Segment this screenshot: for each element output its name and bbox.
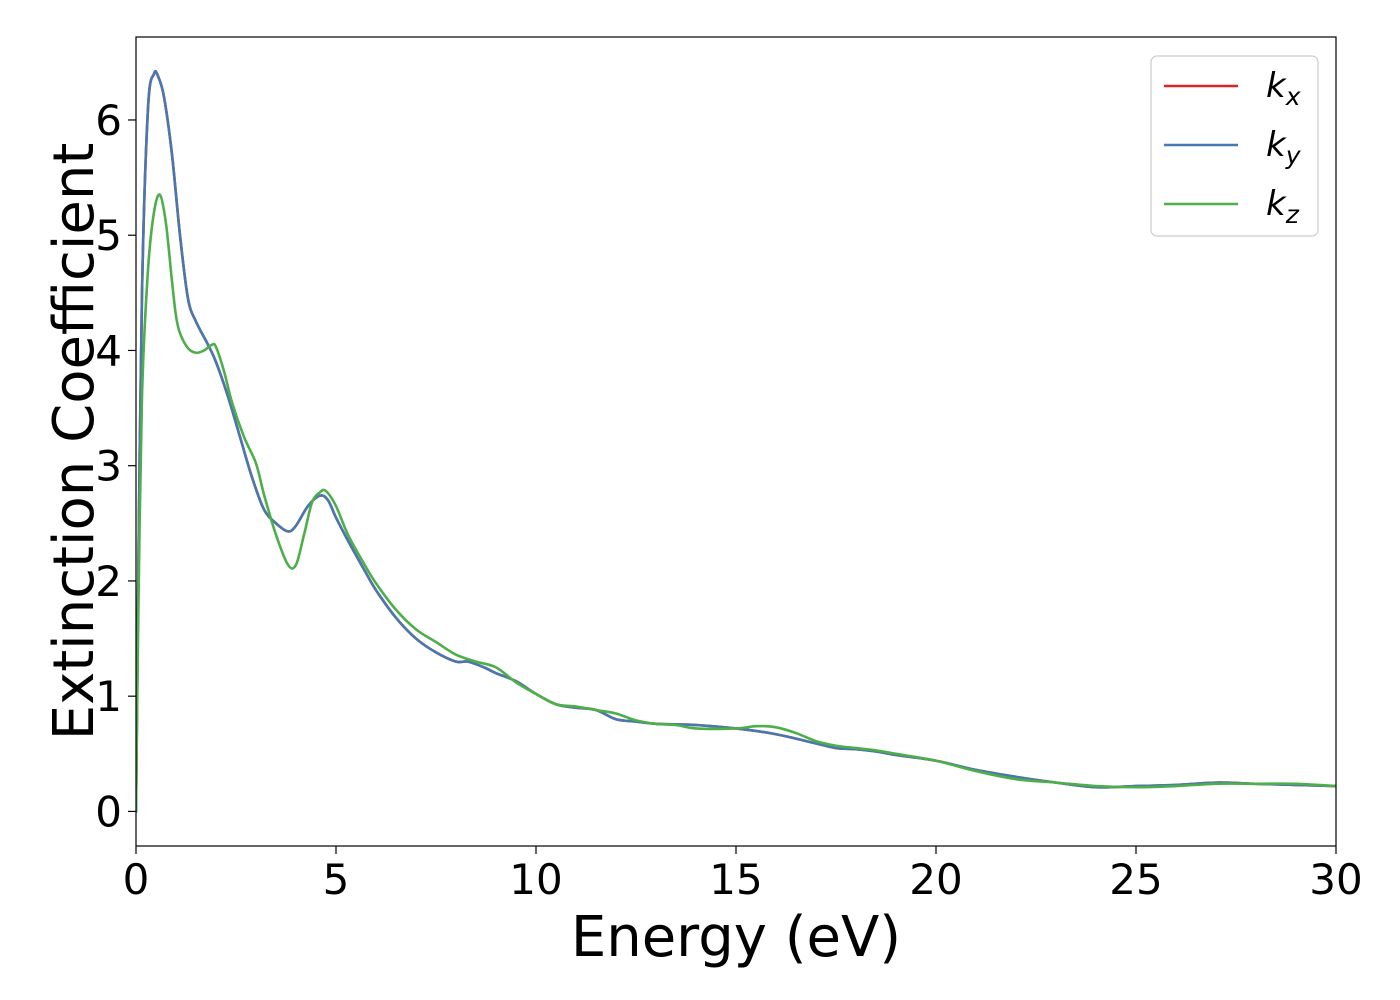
x-tick-label: 30 xyxy=(1309,855,1362,904)
y-tick-label: 2 xyxy=(95,557,122,606)
x-axis: 0 5 10 15 20 25 30 xyxy=(123,846,1363,904)
x-tick-label: 25 xyxy=(1109,855,1162,904)
y-tick-label: 0 xyxy=(95,787,122,836)
x-tick-label: 5 xyxy=(323,855,350,904)
y-axis-title: Extinction Coefficient xyxy=(42,143,107,741)
y-tick-label: 5 xyxy=(95,211,122,260)
x-tick-label: 0 xyxy=(123,855,150,904)
y-tick-label: 1 xyxy=(95,672,122,721)
x-tick-label: 20 xyxy=(909,855,962,904)
legend-label-kz: kz xyxy=(1266,184,1300,229)
x-tick-label: 10 xyxy=(509,855,562,904)
y-tick-label: 3 xyxy=(95,442,122,491)
x-tick-label: 15 xyxy=(709,855,762,904)
y-tick-label: 6 xyxy=(95,96,122,145)
y-tick-label: 4 xyxy=(95,326,122,375)
legend: kx ky kz xyxy=(1150,55,1319,237)
series-line-kz xyxy=(136,193,1336,813)
x-axis-title: Energy (eV) xyxy=(571,905,901,970)
legend-label-kx: kx xyxy=(1266,66,1301,111)
series-layer xyxy=(136,69,1336,813)
y-axis: 0 1 2 3 4 5 6 xyxy=(95,96,136,836)
legend-label-ky: ky xyxy=(1266,125,1302,170)
